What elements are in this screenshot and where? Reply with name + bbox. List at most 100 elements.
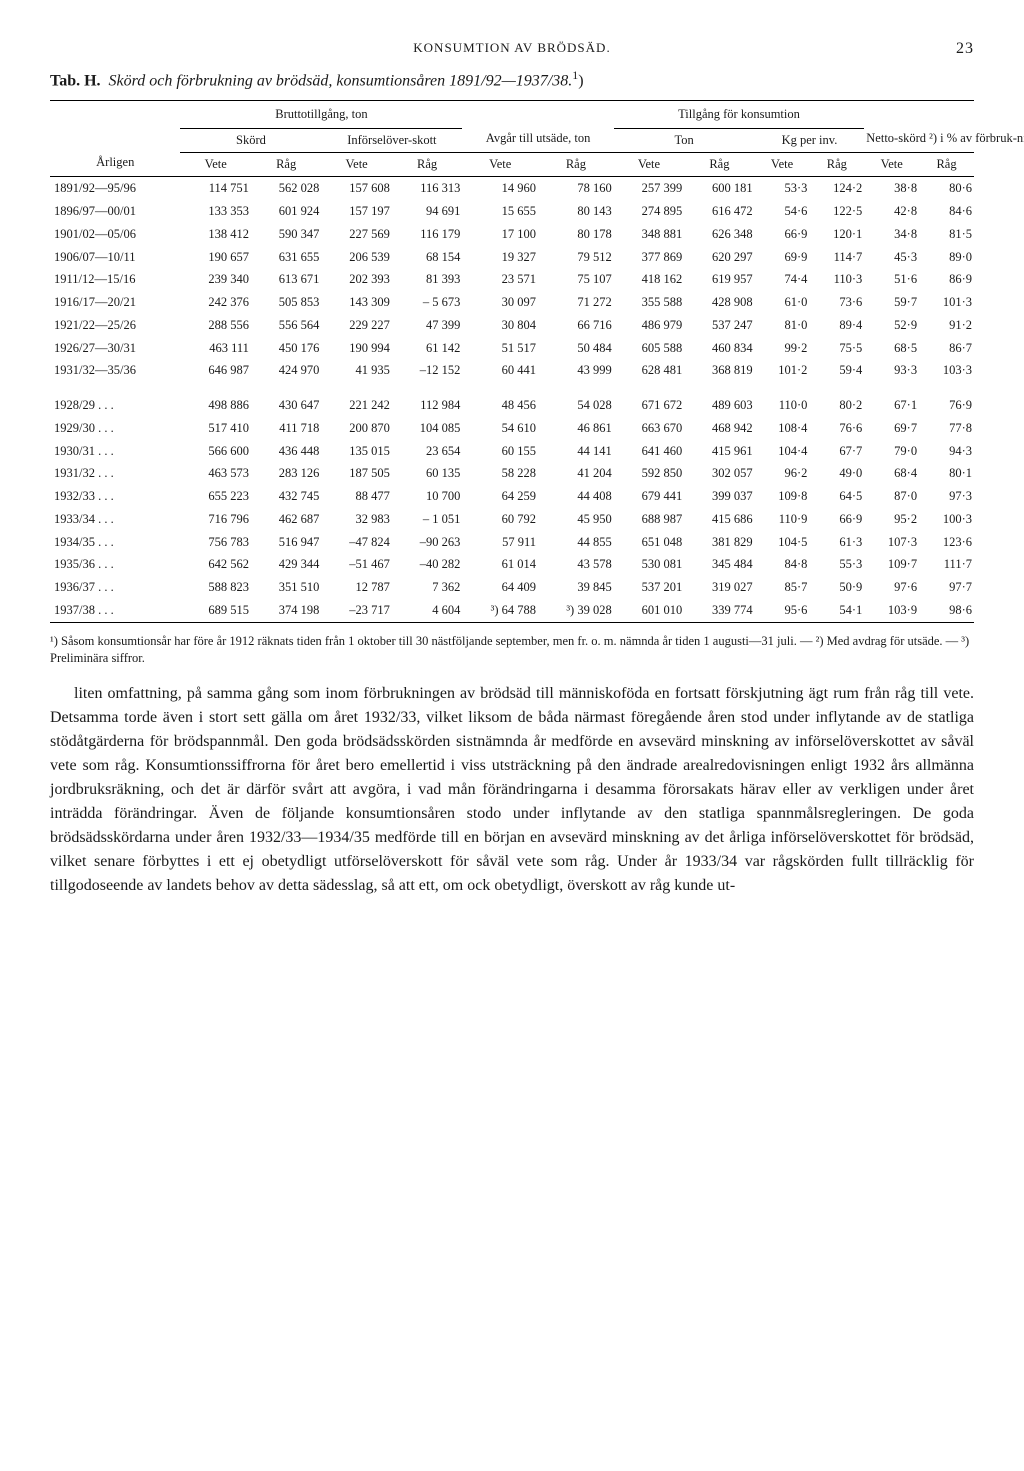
cell: 489 603 xyxy=(684,394,754,417)
cell: 345 484 xyxy=(684,553,754,576)
cell: 339 774 xyxy=(684,599,754,622)
table-row: 1906/07—10/11190 657631 655206 53968 154… xyxy=(50,246,974,269)
cell: 98·6 xyxy=(919,599,974,622)
cell: 74·4 xyxy=(755,268,810,291)
cell: 45 950 xyxy=(538,508,614,531)
table-row: 1935/36 . . .642 562429 344–51 467–40 28… xyxy=(50,553,974,576)
cell: 17 100 xyxy=(462,223,538,246)
cell: 138 412 xyxy=(180,223,250,246)
cell: 114·7 xyxy=(809,246,864,269)
cell: 202 393 xyxy=(321,268,391,291)
cell-period: 1931/32—35/36 xyxy=(50,359,180,382)
cell-period: 1933/34 . . . xyxy=(50,508,180,531)
cell: 450 176 xyxy=(251,337,321,360)
table-row: 1921/22—25/26288 556556 564229 22747 399… xyxy=(50,314,974,337)
cell: 60 792 xyxy=(462,508,538,531)
cell: 69·9 xyxy=(755,246,810,269)
cell: 103·3 xyxy=(919,359,974,382)
cell: 44 141 xyxy=(538,440,614,463)
cell: 100·3 xyxy=(919,508,974,531)
cell: 84·6 xyxy=(919,200,974,223)
cell: 239 340 xyxy=(180,268,250,291)
cell: 626 348 xyxy=(684,223,754,246)
cell: ³) 39 028 xyxy=(538,599,614,622)
cell: 10 700 xyxy=(392,485,463,508)
col-vete: Vete xyxy=(864,153,919,177)
cell: 124·2 xyxy=(809,177,864,200)
cell: 122·5 xyxy=(809,200,864,223)
cell: 46 861 xyxy=(538,417,614,440)
cell: 23 571 xyxy=(462,268,538,291)
cell-period: 1906/07—10/11 xyxy=(50,246,180,269)
cell: 15 655 xyxy=(462,200,538,223)
cell: 283 126 xyxy=(251,462,321,485)
cell-period: 1926/27—30/31 xyxy=(50,337,180,360)
cell: 69·7 xyxy=(864,417,919,440)
col-rag: Råg xyxy=(538,153,614,177)
footnotes: ¹) Såsom konsumtionsår har före år 1912 … xyxy=(50,633,974,668)
cell: 135 015 xyxy=(321,440,391,463)
cell: 81·5 xyxy=(919,223,974,246)
cell: 54 610 xyxy=(462,417,538,440)
cell: 605 588 xyxy=(614,337,684,360)
cell: 590 347 xyxy=(251,223,321,246)
cell: 80·1 xyxy=(919,462,974,485)
cell: 97·7 xyxy=(919,576,974,599)
cell: 460 834 xyxy=(684,337,754,360)
cell: 319 027 xyxy=(684,576,754,599)
cell: 110·3 xyxy=(809,268,864,291)
cell: 80 178 xyxy=(538,223,614,246)
cell: 601 924 xyxy=(251,200,321,223)
cell: 51·6 xyxy=(864,268,919,291)
cell: 190 657 xyxy=(180,246,250,269)
cell: –12 152 xyxy=(392,359,463,382)
cell: 91·2 xyxy=(919,314,974,337)
cell: 242 376 xyxy=(180,291,250,314)
cell: 104·4 xyxy=(755,440,810,463)
col-ton: Ton xyxy=(614,129,755,153)
table-row: 1931/32—35/36646 987424 97041 935–12 152… xyxy=(50,359,974,382)
cell: 68·4 xyxy=(864,462,919,485)
cell-period: 1896/97—00/01 xyxy=(50,200,180,223)
running-head-text: KONSUMTION AV BRÖDSÄD. xyxy=(413,40,610,55)
cell: 97·6 xyxy=(864,576,919,599)
cell: 44 408 xyxy=(538,485,614,508)
cell: 19 327 xyxy=(462,246,538,269)
cell: 66·9 xyxy=(755,223,810,246)
cell: 631 655 xyxy=(251,246,321,269)
cell: 52·9 xyxy=(864,314,919,337)
cell: 288 556 xyxy=(180,314,250,337)
cell: 80·6 xyxy=(919,177,974,200)
cell: 75 107 xyxy=(538,268,614,291)
col-rag: Råg xyxy=(919,153,974,177)
cell: 112 984 xyxy=(392,394,463,417)
cell: 227 569 xyxy=(321,223,391,246)
cell: 60 135 xyxy=(392,462,463,485)
cell: 60 155 xyxy=(462,440,538,463)
col-arligen: Årligen xyxy=(50,101,180,177)
cell: 58 228 xyxy=(462,462,538,485)
cell: 348 881 xyxy=(614,223,684,246)
cell: 588 823 xyxy=(180,576,250,599)
cell: 123·6 xyxy=(919,531,974,554)
cell: 53·3 xyxy=(755,177,810,200)
cell: 679 441 xyxy=(614,485,684,508)
cell: 86·7 xyxy=(919,337,974,360)
cell: 12 787 xyxy=(321,576,391,599)
cell: 655 223 xyxy=(180,485,250,508)
cell: 47 399 xyxy=(392,314,463,337)
cell: 600 181 xyxy=(684,177,754,200)
cell: 642 562 xyxy=(180,553,250,576)
col-rag: Råg xyxy=(684,153,754,177)
cell-period: 1901/02—05/06 xyxy=(50,223,180,246)
table-row: 1934/35 . . .756 783516 947–47 824–90 26… xyxy=(50,531,974,554)
cell: 592 850 xyxy=(614,462,684,485)
cell: 49·0 xyxy=(809,462,864,485)
cell: – 5 673 xyxy=(392,291,463,314)
cell: 79 512 xyxy=(538,246,614,269)
table-title-suffix: ) xyxy=(578,72,583,89)
cell: 424 970 xyxy=(251,359,321,382)
cell: 54·6 xyxy=(755,200,810,223)
cell: 377 869 xyxy=(614,246,684,269)
cell: 86·9 xyxy=(919,268,974,291)
